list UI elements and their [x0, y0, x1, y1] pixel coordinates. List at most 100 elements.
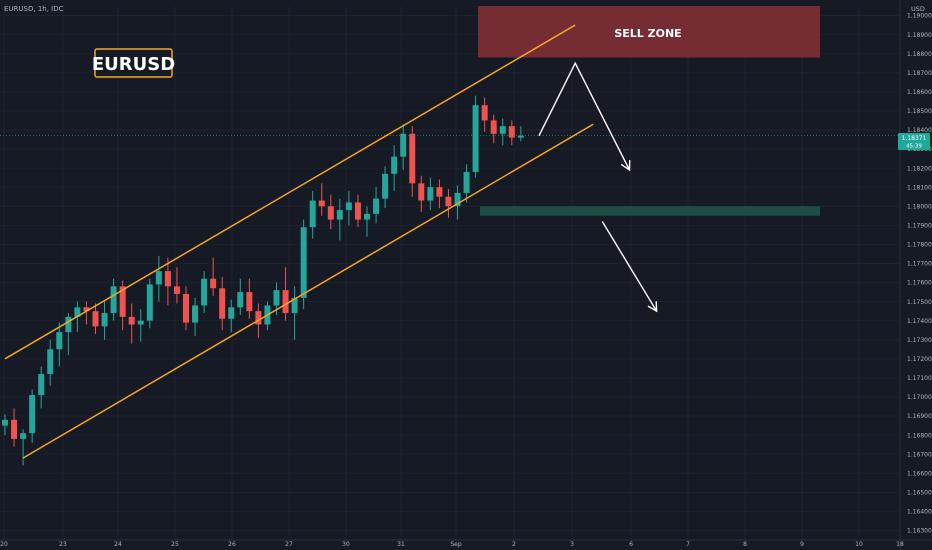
- candle-body[interactable]: [454, 192, 461, 207]
- grid: [0, 6, 901, 540]
- candle-body[interactable]: [2, 419, 8, 426]
- y-tick-label: 1.18500: [907, 108, 932, 115]
- candle-body[interactable]: [418, 183, 425, 201]
- candle-body[interactable]: [20, 433, 27, 439]
- candle-body[interactable]: [427, 187, 434, 201]
- x-tick-label: 18: [896, 541, 904, 548]
- candle-body[interactable]: [164, 271, 171, 287]
- x-tick-label: 6: [629, 541, 633, 548]
- candle-body[interactable]: [92, 311, 99, 327]
- candle-body[interactable]: [128, 316, 135, 325]
- candle-body[interactable]: [192, 305, 199, 323]
- candles[interactable]: [2, 95, 524, 466]
- x-tick-label: 3: [570, 541, 574, 548]
- countdown-value: 45:39: [906, 144, 922, 150]
- candle-body[interactable]: [282, 290, 289, 314]
- drawings[interactable]: [0, 24, 900, 459]
- candle-body[interactable]: [173, 286, 180, 294]
- candle-body[interactable]: [255, 311, 262, 325]
- symbol-title: EURUSD, 1h, IDC: [4, 5, 64, 13]
- candle-body[interactable]: [409, 133, 416, 184]
- candle-body[interactable]: [499, 126, 506, 134]
- candle-body[interactable]: [382, 173, 389, 199]
- candle-body[interactable]: [472, 105, 479, 172]
- y-tick-label: 1.17300: [907, 337, 932, 344]
- y-tick-label: 1.18200: [907, 165, 932, 172]
- candle-body[interactable]: [364, 213, 370, 220]
- y-tick-label: 1.18100: [907, 184, 932, 191]
- candle-body[interactable]: [146, 284, 153, 321]
- y-tick-label: 1.17400: [907, 318, 932, 325]
- x-axis[interactable]: 20 23 24 25 26 27 30 31 Sep 2 3 6 7 8 9 10 18: [0, 539, 932, 548]
- y-tick-label: 1.18800: [907, 51, 932, 58]
- candle-body[interactable]: [219, 288, 226, 319]
- candle-body[interactable]: [327, 206, 334, 220]
- candle-body[interactable]: [273, 290, 280, 306]
- candle-body[interactable]: [508, 126, 515, 138]
- x-tick-label: 25: [171, 541, 179, 548]
- candle-body[interactable]: [119, 286, 126, 317]
- last-price-value: 1.18371: [902, 135, 927, 142]
- candle-body[interactable]: [300, 227, 307, 298]
- y-tick-label: 1.16900: [907, 413, 932, 420]
- x-tick-label: 9: [800, 541, 804, 548]
- y-tick-label: 1.17000: [907, 394, 932, 401]
- candle-body[interactable]: [11, 419, 18, 439]
- candle-body[interactable]: [490, 120, 497, 134]
- candle-body[interactable]: [47, 349, 54, 375]
- candle-body[interactable]: [29, 395, 36, 434]
- candle-body[interactable]: [65, 316, 72, 333]
- x-tick-label: 26: [228, 541, 236, 548]
- x-tick-label: 27: [285, 541, 293, 548]
- candle-body[interactable]: [481, 105, 488, 121]
- x-tick-label: 20: [0, 541, 8, 548]
- candle-body[interactable]: [391, 156, 398, 174]
- candle-body[interactable]: [101, 313, 108, 327]
- candle-body[interactable]: [463, 171, 470, 193]
- projection-arrow-breakdown[interactable]: [601, 221, 658, 312]
- currency-label: USD: [911, 5, 925, 13]
- projection-arrow-bounce-head: [620, 159, 631, 172]
- candle-body[interactable]: [228, 307, 235, 319]
- projection-arrow-bounce[interactable]: [538, 61, 631, 171]
- y-tick-label: 1.17800: [907, 242, 932, 249]
- y-tick-label: 1.18600: [907, 89, 932, 96]
- channel-upper-line[interactable]: [4, 24, 576, 360]
- y-tick-label: 1.17500: [907, 299, 932, 306]
- y-tick-label: 1.16600: [907, 470, 932, 477]
- candle-body[interactable]: [436, 187, 443, 197]
- sell-zone-label: SELL ZONE: [614, 27, 681, 40]
- y-tick-label: 1.16500: [907, 490, 932, 497]
- candle-body[interactable]: [318, 200, 325, 207]
- candle-body[interactable]: [336, 210, 343, 220]
- candle-body[interactable]: [345, 202, 352, 211]
- candle-body[interactable]: [155, 271, 162, 285]
- candle-body[interactable]: [201, 278, 208, 306]
- y-tick-label: 1.19000: [907, 13, 932, 20]
- watermark-label: EURUSD: [92, 54, 175, 75]
- candle-body[interactable]: [83, 307, 90, 312]
- channel-lower-line[interactable]: [22, 123, 594, 459]
- y-axis[interactable]: 1.19000 1.18900 1.18800 1.18700 1.18600 1.185…: [899, 0, 932, 550]
- candle-body[interactable]: [74, 307, 81, 317]
- candle-body[interactable]: [183, 293, 189, 323]
- candle-body[interactable]: [517, 135, 524, 138]
- candle-body[interactable]: [400, 133, 407, 157]
- candle-body[interactable]: [137, 320, 144, 325]
- candle-body[interactable]: [237, 292, 244, 308]
- candle-body[interactable]: [56, 332, 63, 350]
- candle-body[interactable]: [246, 292, 253, 312]
- y-tick-label: 1.17700: [907, 261, 932, 268]
- candle-body[interactable]: [291, 297, 298, 314]
- candle-body[interactable]: [210, 278, 217, 289]
- candle-body[interactable]: [445, 196, 452, 207]
- candle-body[interactable]: [38, 374, 45, 396]
- candle-body[interactable]: [110, 286, 117, 314]
- candle-body[interactable]: [354, 202, 361, 220]
- candle-body[interactable]: [309, 200, 316, 228]
- candle-body[interactable]: [373, 198, 380, 214]
- x-tick-label: 2: [512, 541, 516, 548]
